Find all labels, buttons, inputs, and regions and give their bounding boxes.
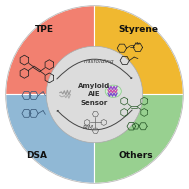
Text: Amyloid
AIE
Sensor: Amyloid AIE Sensor [78, 83, 111, 106]
Ellipse shape [105, 85, 121, 98]
Text: Others: Others [119, 151, 153, 160]
Wedge shape [94, 6, 183, 94]
Text: CN: CN [135, 42, 141, 46]
Circle shape [46, 46, 143, 143]
Text: TPE: TPE [35, 25, 54, 34]
Text: DSA: DSA [26, 151, 47, 160]
Wedge shape [6, 94, 94, 183]
Wedge shape [94, 94, 183, 183]
Text: Styrene: Styrene [118, 25, 158, 34]
Text: RIM: RIM [82, 125, 93, 129]
Text: misfolding: misfolding [84, 60, 115, 64]
Wedge shape [6, 6, 94, 94]
